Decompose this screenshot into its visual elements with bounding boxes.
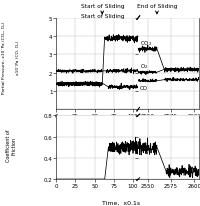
Text: Coefficient of
Friction: Coefficient of Friction xyxy=(6,129,16,162)
Text: Start of Sliding: Start of Sliding xyxy=(80,4,123,8)
Text: Time,  x0.1s: Time, x0.1s xyxy=(101,200,139,205)
Text: CO: CO xyxy=(139,86,147,91)
Text: Start of Sliding: Start of Sliding xyxy=(80,14,123,19)
Text: CO$_2$: CO$_2$ xyxy=(139,39,152,48)
Text: O$_2$: O$_2$ xyxy=(139,62,148,71)
Text: Partial Pressure, x10⁻Pa (CO₂, O₂): Partial Pressure, x10⁻Pa (CO₂, O₂) xyxy=(2,22,6,94)
Text: End of Sliding: End of Sliding xyxy=(136,4,176,8)
Text: x10⁻Pa (CO, O₂): x10⁻Pa (CO, O₂) xyxy=(16,41,20,75)
